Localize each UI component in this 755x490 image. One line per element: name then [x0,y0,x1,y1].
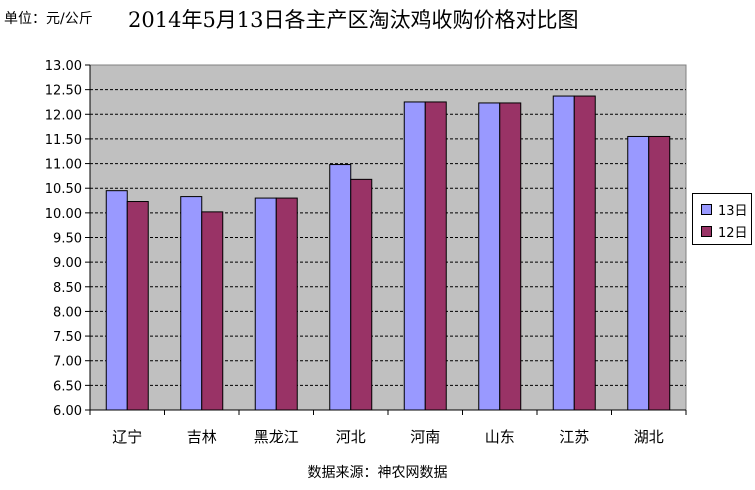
y-tick-label: 7.50 [53,330,82,345]
bar-12 [275,197,298,411]
y-tick-label: 13.00 [45,59,82,74]
bar-13 [552,95,575,411]
legend-label-12: 12日 [718,225,748,241]
y-tick-label: 12.50 [45,84,82,99]
y-tick-label: 7.00 [53,355,82,370]
bar-12 [424,101,447,411]
x-tick-label: 辽宁 [112,428,142,446]
y-tick-label: 10.50 [45,182,82,197]
x-tick-label: 河北 [336,428,366,446]
y-tick-label: 9.50 [53,232,82,247]
bar-13 [478,102,501,411]
y-tick-label: 8.00 [53,305,82,320]
legend-swatch-12 [701,225,712,237]
bar-13 [329,164,352,411]
y-tick-label: 12.00 [45,108,82,123]
bar-13 [403,101,426,411]
y-tick-label: 9.00 [53,256,82,271]
x-tick-label: 黑龙江 [254,428,299,446]
bar-12 [126,201,149,411]
unit-label: 单位：元/公斤 [4,11,93,27]
bar-12 [648,135,671,411]
y-tick-label: 11.00 [45,158,82,173]
y-tick-label: 6.00 [53,404,82,419]
bar-12 [499,102,522,411]
legend-item-13: 13日 [701,201,748,219]
y-tick-label: 10.00 [45,207,82,222]
y-tick-label: 11.50 [45,133,82,148]
bar-13 [180,196,203,411]
legend-item-12: 12日 [701,223,748,241]
y-tick-label: 6.50 [53,379,82,394]
x-tick-label: 吉林 [187,428,217,446]
bar-13 [105,190,128,411]
bar-12 [573,95,596,411]
bar-13 [627,135,650,411]
x-tick-label: 河南 [410,428,440,446]
x-tick-label: 湖北 [634,428,664,446]
legend-label-13: 13日 [718,203,748,219]
chart-title: 2014年5月13日各主产区淘汰鸡收购价格对比图 [128,8,579,32]
bar-12 [201,211,224,411]
bar-12 [350,178,373,411]
x-tick-label: 江苏 [559,428,589,446]
y-tick-label: 8.50 [53,281,82,296]
data-source: 数据来源：神农网数据 [307,465,448,481]
legend-swatch-13 [701,203,712,215]
x-tick-label: 山东 [485,428,515,446]
legend: 13日 12日 [692,193,752,245]
bar-13 [254,197,277,411]
